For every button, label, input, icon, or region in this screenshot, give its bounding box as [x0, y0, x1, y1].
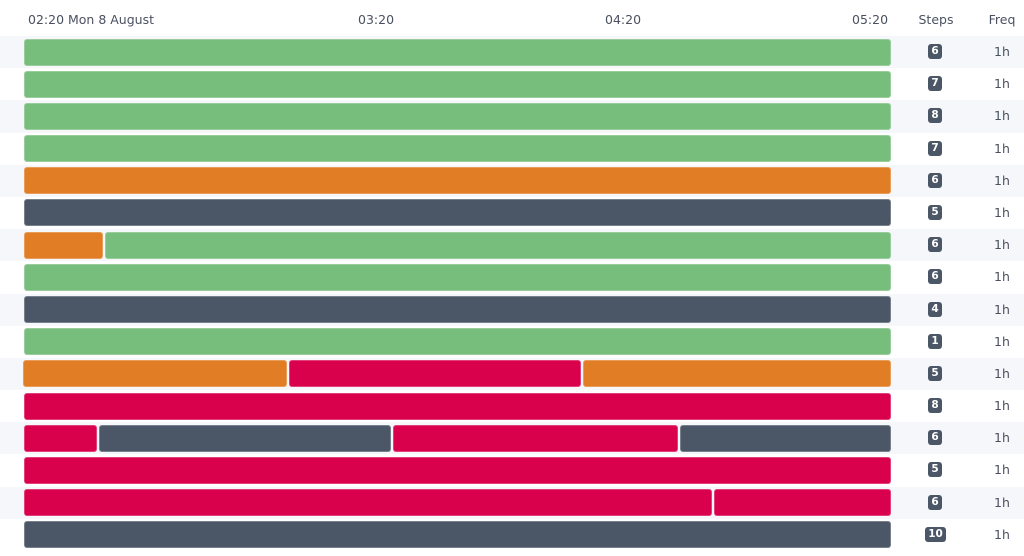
frequency-label: 1h	[994, 365, 1010, 381]
pipeline-row[interactable]: 5 1h	[0, 197, 1024, 229]
run-segment-failed[interactable]	[24, 489, 712, 517]
steps-badge: 6	[928, 269, 942, 285]
pipeline-rows: 6 1h 7 1h 8 1h 7 1h 6 1h 5 1h 6 1h 6 1h 4 1h 1 1h 5 1h 8 1h 6 1h 5…	[0, 36, 1024, 551]
time-tick: 03:20	[358, 12, 395, 27]
steps-badge: 6	[928, 430, 942, 446]
pipeline-row[interactable]: 5 1h	[0, 357, 1024, 391]
pipeline-row[interactable]: 1 1h	[0, 326, 1024, 358]
frequency-label: 1h	[994, 430, 1010, 446]
steps-badge: 1	[928, 333, 942, 349]
frequency-label: 1h	[994, 526, 1010, 542]
steps-badge: 8	[928, 108, 942, 124]
run-segment-failed[interactable]	[24, 456, 891, 484]
run-segment-success[interactable]	[24, 102, 891, 130]
freq-column-header: Freq	[988, 12, 1016, 27]
run-segment-warning[interactable]	[23, 360, 287, 388]
frequency-label: 1h	[994, 140, 1010, 156]
time-tick-start: 02:20 Mon 8 August	[28, 12, 154, 27]
run-segment-success[interactable]	[24, 70, 891, 98]
steps-badge: 6	[928, 172, 942, 188]
time-tick: 04:20	[605, 12, 642, 27]
pipeline-row[interactable]: 6 1h	[0, 36, 1024, 69]
frequency-label: 1h	[994, 301, 1010, 317]
pipeline-row[interactable]: 10 1h	[0, 519, 1024, 551]
frequency-label: 1h	[994, 204, 1010, 220]
frequency-label: 1h	[994, 237, 1010, 253]
pipeline-row[interactable]: 5 1h	[0, 454, 1024, 486]
run-segment-warning[interactable]	[583, 360, 891, 388]
timeline-header: 02:20 Mon 8 August 03:20 04:20 05:20 Ste…	[0, 0, 1024, 36]
pipeline-row[interactable]: 8 1h	[0, 390, 1024, 422]
frequency-label: 1h	[994, 333, 1010, 349]
run-segment-failed[interactable]	[714, 489, 891, 517]
frequency-label: 1h	[994, 108, 1010, 124]
run-segment-skipped[interactable]	[24, 521, 891, 549]
pipeline-row[interactable]: 6 1h	[0, 486, 1024, 519]
run-segment-success[interactable]	[24, 263, 891, 291]
pipeline-row[interactable]: 4 1h	[0, 293, 1024, 326]
frequency-label: 1h	[994, 269, 1010, 285]
run-segment-failed[interactable]	[393, 424, 678, 452]
pipeline-row[interactable]: 6 1h	[0, 229, 1024, 262]
steps-badge: 6	[928, 44, 942, 59]
pipeline-row[interactable]: 7 1h	[0, 133, 1024, 165]
run-segment-success[interactable]	[24, 135, 891, 163]
steps-badge: 5	[928, 365, 942, 381]
run-segment-skipped[interactable]	[24, 296, 891, 323]
steps-badge: 4	[928, 301, 942, 317]
run-segment-failed[interactable]	[24, 424, 97, 452]
run-segment-failed[interactable]	[289, 360, 581, 388]
frequency-label: 1h	[994, 462, 1010, 478]
pipeline-row[interactable]: 6 1h	[0, 164, 1024, 197]
steps-badge: 5	[928, 462, 942, 478]
run-segment-warning[interactable]	[24, 167, 891, 195]
frequency-label: 1h	[994, 172, 1010, 188]
steps-badge: 7	[928, 76, 942, 92]
time-tick: 05:20	[852, 12, 889, 27]
pipeline-row[interactable]: 6 1h	[0, 261, 1024, 293]
steps-column-header: Steps	[918, 12, 954, 27]
frequency-label: 1h	[994, 76, 1010, 92]
steps-badge: 6	[928, 494, 942, 510]
run-segment-success[interactable]	[105, 231, 891, 259]
run-segment-warning[interactable]	[24, 231, 103, 259]
steps-badge: 8	[928, 398, 942, 414]
pipeline-row[interactable]: 6 1h	[0, 422, 1024, 455]
steps-badge: 6	[928, 237, 942, 253]
run-segment-failed[interactable]	[24, 392, 891, 420]
steps-badge: 10	[925, 526, 946, 542]
steps-badge: 7	[928, 140, 942, 156]
run-segment-success[interactable]	[24, 328, 891, 356]
run-segment-skipped[interactable]	[680, 424, 891, 452]
frequency-label: 1h	[994, 494, 1010, 510]
run-segment-skipped[interactable]	[99, 424, 391, 452]
run-segment-skipped[interactable]	[24, 199, 891, 227]
pipeline-row[interactable]: 7 1h	[0, 68, 1024, 100]
pipeline-row[interactable]: 8 1h	[0, 100, 1024, 133]
frequency-label: 1h	[994, 44, 1010, 59]
frequency-label: 1h	[994, 398, 1010, 414]
steps-badge: 5	[928, 204, 942, 220]
run-segment-success[interactable]	[24, 38, 891, 66]
